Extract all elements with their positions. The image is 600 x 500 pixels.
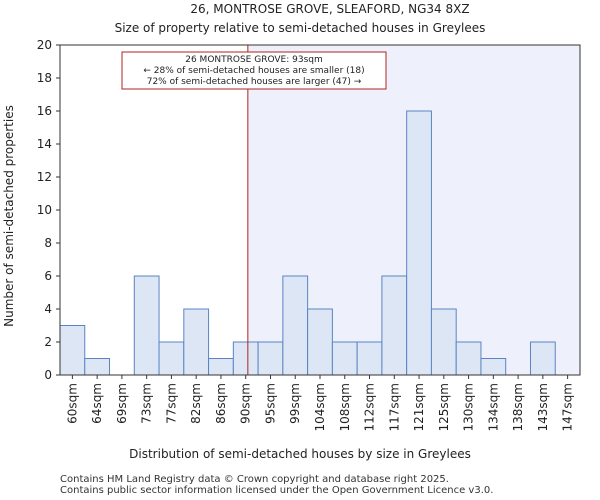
annotation-line-3: 72% of semi-detached houses are larger (…: [147, 77, 362, 87]
bar-112sqm: [356, 341, 383, 376]
bar-143sqm: [529, 341, 556, 376]
x-tick-label: 138sqm: [511, 383, 525, 431]
y-tick-label: 18: [37, 71, 52, 85]
bars-group: [59, 110, 556, 376]
y-axis: 0 2 4 6 8 10 12 14 16 18 20: [37, 38, 60, 382]
x-tick-label: 125sqm: [437, 383, 451, 431]
y-tick-label: 6: [44, 269, 52, 283]
x-tick-label: 108sqm: [338, 383, 352, 431]
bar-86sqm: [208, 358, 234, 376]
bar-108sqm: [331, 341, 358, 376]
x-tick-label: 90sqm: [239, 383, 253, 424]
bar-82sqm: [183, 308, 210, 376]
x-tick-label: 121sqm: [412, 383, 426, 431]
bar-99sqm: [282, 275, 309, 376]
x-tick-label: 143sqm: [536, 383, 550, 431]
x-tick-label: 95sqm: [263, 383, 277, 424]
chart-subtitle: Size of property relative to semi-detach…: [115, 21, 486, 35]
x-tick-label: 64sqm: [90, 383, 104, 424]
y-tick-label: 8: [44, 236, 52, 250]
y-tick-label: 10: [37, 203, 52, 217]
x-tick-label: 117sqm: [387, 383, 401, 431]
x-tick-label: 86sqm: [214, 383, 228, 424]
plot-frame: [59, 44, 581, 376]
y-tick-label: 12: [37, 170, 52, 184]
bar-73sqm: [133, 275, 160, 376]
x-tick-label: 69sqm: [115, 383, 129, 424]
x-tick-label: 134sqm: [486, 383, 500, 431]
bar-90sqm: [232, 341, 259, 376]
bar-117sqm: [381, 275, 408, 376]
footer-line-2: Contains public sector information licen…: [60, 485, 494, 496]
x-axis: 60sqm 64sqm 69sqm 73sqm 77sqm 82sqm 86sqm 90sqm…: [65, 375, 575, 431]
annotation-frame: [121, 51, 387, 90]
y-tick-label: 14: [37, 137, 52, 151]
y-tick-label: 0: [44, 368, 52, 382]
annotation-line-1: 26 MONTROSE GROVE: 93sqm: [185, 55, 323, 65]
bar-125sqm: [430, 308, 457, 376]
y-axis-label: Number of semi-detached properties: [2, 105, 16, 327]
bar-64sqm: [84, 358, 111, 376]
y-tick-label: 16: [37, 104, 52, 118]
x-tick-label: 112sqm: [363, 383, 377, 431]
annotation-box: 26 MONTROSE GROVE: 93sqm ← 28% of semi-d…: [121, 51, 387, 90]
y-tick-label: 20: [37, 38, 52, 52]
bar-95sqm: [257, 341, 284, 376]
bar-77sqm: [158, 341, 185, 376]
annotation-line-2: ← 28% of semi-detached houses are smalle…: [143, 66, 364, 76]
x-tick-label: 130sqm: [462, 383, 476, 431]
bar-130sqm: [455, 341, 482, 376]
x-tick-label: 60sqm: [65, 383, 79, 424]
bar-104sqm: [307, 308, 333, 376]
x-tick-label: 99sqm: [288, 383, 302, 424]
x-tick-label: 77sqm: [164, 383, 178, 424]
chart-title: 26, MONTROSE GROVE, SLEAFORD, NG34 8XZ: [190, 2, 469, 16]
y-tick-label: 4: [44, 302, 52, 316]
x-axis-label: Distribution of semi-detached houses by …: [129, 447, 471, 461]
y-tick-label: 2: [44, 335, 52, 349]
bar-121sqm: [406, 110, 432, 376]
x-tick-label: 147sqm: [561, 383, 575, 431]
footer-line-1: Contains HM Land Registry data © Crown c…: [60, 474, 449, 485]
bar-134sqm: [480, 358, 507, 376]
x-tick-label: 82sqm: [189, 383, 203, 424]
x-tick-label: 104sqm: [313, 383, 327, 431]
x-tick-label: 73sqm: [140, 383, 154, 424]
bar-60sqm: [59, 325, 86, 376]
